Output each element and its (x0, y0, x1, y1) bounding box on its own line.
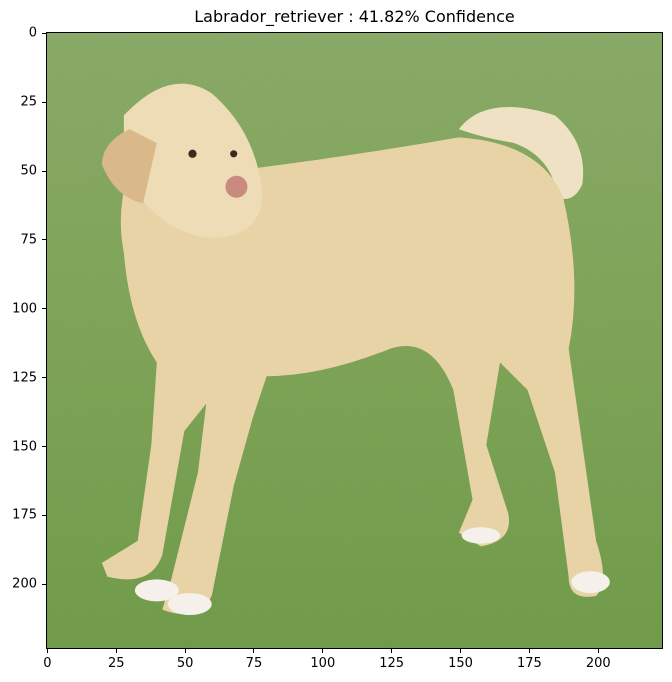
y-tick-label: 25 (20, 94, 37, 110)
x-tick-label: 200 (585, 656, 611, 671)
x-tick-label: 175 (516, 656, 542, 671)
y-tick-mark (42, 377, 46, 379)
x-tick-mark (528, 649, 530, 653)
y-tick-mark (42, 308, 46, 310)
y-tick-mark (42, 446, 46, 448)
y-tick-mark (42, 32, 46, 34)
figure-title: Labrador_retriever : 41.82% Confidence (194, 7, 515, 26)
x-tick-mark (46, 649, 48, 653)
y-tick-mark (42, 101, 46, 103)
dog-photo (47, 33, 662, 648)
x-tick-mark (184, 649, 186, 653)
image-axes (46, 32, 663, 649)
x-tick-mark (391, 649, 393, 653)
x-tick-mark (322, 649, 324, 653)
x-tick-label: 75 (245, 656, 263, 671)
x-tick-mark (115, 649, 117, 653)
y-tick-mark (42, 170, 46, 172)
x-tick-label: 0 (43, 656, 52, 671)
y-tick-mark (42, 239, 46, 241)
y-tick-label: 75 (20, 232, 37, 248)
y-tick-mark (42, 583, 46, 585)
y-tick-mark (42, 514, 46, 516)
x-tick-label: 100 (310, 656, 336, 671)
y-tick-label: 200 (12, 576, 37, 592)
x-tick-mark (460, 649, 462, 653)
y-tick-label: 125 (12, 370, 37, 386)
x-tick-mark (253, 649, 255, 653)
y-tick-label: 150 (12, 439, 37, 455)
y-tick-label: 175 (12, 507, 37, 523)
y-tick-label: 0 (28, 25, 37, 41)
x-tick-label: 125 (379, 656, 405, 671)
x-tick-label: 150 (448, 656, 473, 671)
x-tick-label: 50 (176, 656, 194, 671)
x-tick-mark (597, 649, 599, 653)
y-tick-label: 100 (12, 301, 37, 317)
dog (101, 83, 610, 616)
x-tick-label: 25 (107, 656, 125, 671)
y-tick-label: 50 (20, 163, 37, 179)
